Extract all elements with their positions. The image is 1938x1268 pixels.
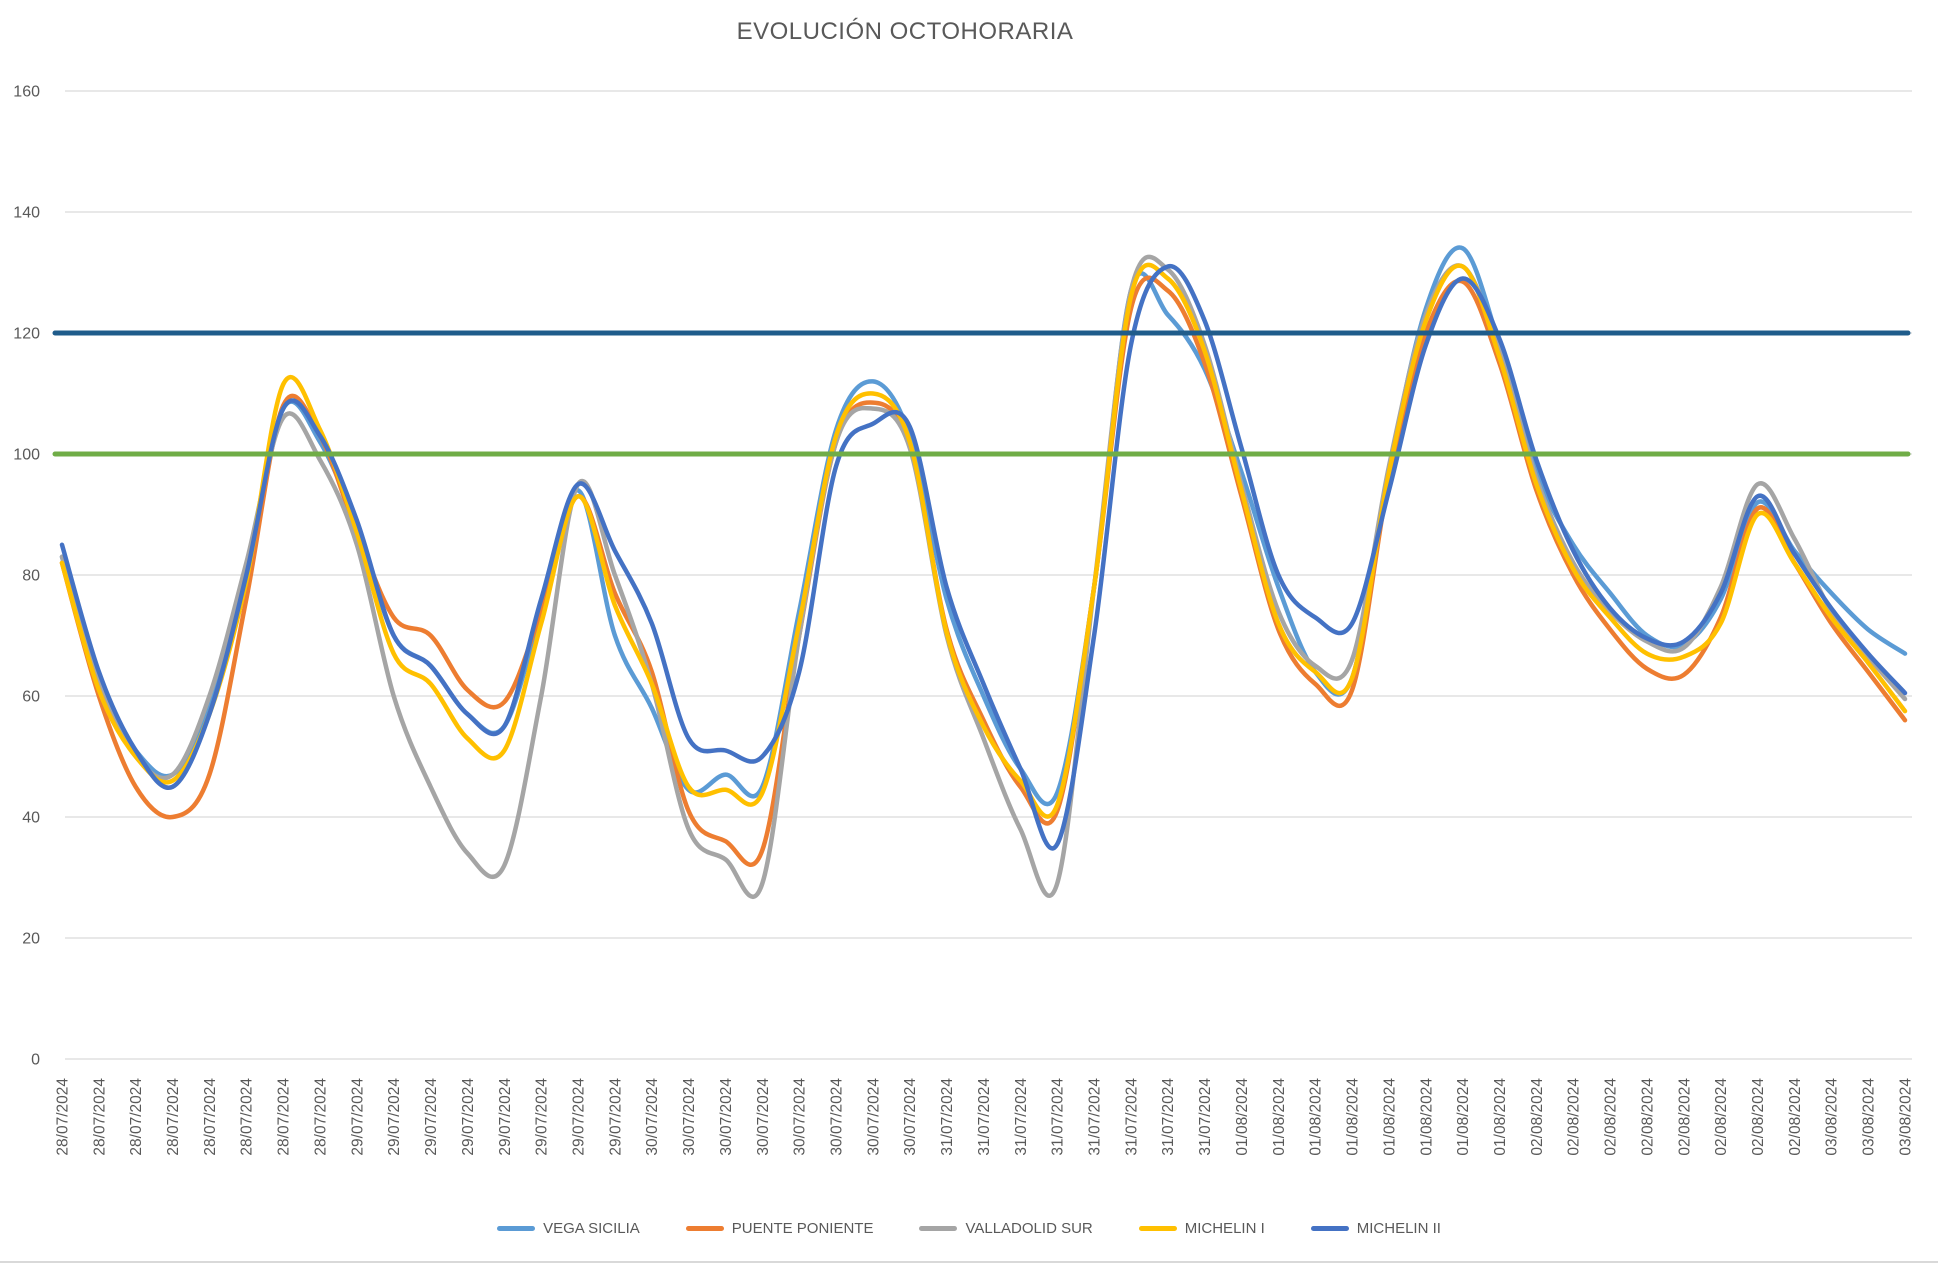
x-axis-tick-label: 29/07/2024 (460, 1078, 477, 1156)
y-axis-tick-label: 60 (22, 689, 40, 706)
x-axis-tick-label: 31/07/2024 (1087, 1078, 1104, 1156)
legend-label: PUENTE PONIENTE (731, 1220, 874, 1237)
x-axis-tick-label: 01/08/2024 (1418, 1078, 1435, 1156)
x-axis-tick-label: 28/07/2024 (202, 1078, 219, 1156)
x-axis-tick-label: 30/07/2024 (828, 1078, 845, 1156)
x-axis-tick-label: 29/07/2024 (349, 1078, 366, 1156)
x-axis-tick-label: 28/07/2024 (312, 1078, 329, 1156)
x-axis-tick-label: 29/07/2024 (534, 1078, 551, 1156)
x-axis-tick-label: 02/08/2024 (1713, 1078, 1730, 1156)
x-axis-tick-label: 03/08/2024 (1897, 1078, 1914, 1156)
x-axis-tick-label: 28/07/2024 (276, 1078, 293, 1156)
legend-line-swatch (1138, 1226, 1177, 1231)
x-axis-tick-label: 30/07/2024 (718, 1078, 735, 1156)
bottom-divider (0, 1261, 1938, 1263)
x-axis-tick-label: 28/07/2024 (239, 1078, 256, 1156)
y-axis-tick-label: 20 (22, 931, 40, 948)
x-axis-tick-label: 30/07/2024 (644, 1078, 661, 1156)
x-axis-tick-label: 02/08/2024 (1750, 1078, 1767, 1156)
x-axis-tick-label: 31/07/2024 (1013, 1078, 1030, 1156)
legend-line-swatch (497, 1226, 536, 1231)
chart-title: EVOLUCIÓN OCTOHORARIA (736, 18, 1074, 45)
x-axis-tick-label: 01/08/2024 (1455, 1078, 1472, 1156)
x-axis-tick-label: 30/07/2024 (865, 1078, 882, 1156)
x-axis-tick-label: 28/07/2024 (128, 1078, 145, 1156)
x-axis-tick-label: 03/08/2024 (1824, 1078, 1841, 1156)
x-axis-tick-label: 01/08/2024 (1381, 1078, 1398, 1156)
x-axis-tick-label: 01/08/2024 (1492, 1078, 1509, 1156)
x-axis-tick-label: 31/07/2024 (1123, 1078, 1140, 1156)
y-axis-tick-label: 40 (22, 810, 40, 827)
series-line-michelin-i (59, 262, 1908, 819)
x-axis-tick-label: 01/08/2024 (1271, 1078, 1288, 1156)
x-axis-tick-label: 01/08/2024 (1345, 1078, 1362, 1156)
x-axis-tick-label: 31/07/2024 (976, 1078, 993, 1156)
y-axis-tick-label: 160 (13, 84, 40, 101)
y-axis-tick-label: 120 (13, 326, 40, 343)
legend-label: VALLADOLID SUR (965, 1220, 1093, 1237)
x-axis-tick-label: 29/07/2024 (570, 1078, 587, 1156)
x-axis-tick-label: 03/08/2024 (1861, 1078, 1878, 1156)
legend-item-puente-poniente[interactable]: PUENTE PONIENTE (685, 1220, 874, 1237)
legend-line-swatch (1310, 1226, 1349, 1231)
legend-item-michelin-ii[interactable]: MICHELIN II (1310, 1220, 1441, 1237)
legend-label: MICHELIN II (1356, 1220, 1441, 1237)
x-axis-tick-label: 30/07/2024 (792, 1078, 809, 1156)
x-axis-tick-label: 02/08/2024 (1787, 1078, 1804, 1156)
y-axis-tick-label: 100 (13, 447, 40, 464)
x-axis-tick-label: 29/07/2024 (607, 1078, 624, 1156)
y-axis-tick-label: 140 (13, 205, 40, 222)
x-axis-tick-label: 29/07/2024 (386, 1078, 403, 1156)
x-axis-tick-label: 01/08/2024 (1308, 1078, 1325, 1156)
x-axis-tick-label: 31/07/2024 (939, 1078, 956, 1156)
legend-item-valladolid-sur[interactable]: VALLADOLID SUR (919, 1220, 1093, 1237)
legend-label: VEGA SICILIA (543, 1220, 640, 1237)
x-axis-tick-label: 02/08/2024 (1529, 1078, 1546, 1156)
series-line-puente-poniente (59, 275, 1908, 867)
x-axis-tick-label: 28/07/2024 (91, 1078, 108, 1156)
legend-item-vega-sicilia[interactable]: VEGA SICILIA (497, 1220, 640, 1237)
x-axis-tick-label: 29/07/2024 (423, 1078, 440, 1156)
x-axis-tick-label: 30/07/2024 (755, 1078, 772, 1156)
x-axis-tick-label: 28/07/2024 (54, 1078, 71, 1156)
x-axis-tick-label: 02/08/2024 (1639, 1078, 1656, 1156)
x-axis-tick-label: 02/08/2024 (1676, 1078, 1693, 1156)
legend-line-swatch (685, 1226, 724, 1231)
x-axis-tick-label: 30/07/2024 (902, 1078, 919, 1156)
chart-legend: VEGA SICILIA PUENTE PONIENTE VALLADOLID SU… (0, 1220, 1938, 1237)
x-axis-tick-label: 02/08/2024 (1566, 1078, 1583, 1156)
x-axis-tick-label: 28/07/2024 (165, 1078, 182, 1156)
series-line-valladolid-sur (59, 254, 1908, 899)
x-axis-tick-label: 01/08/2024 (1234, 1078, 1251, 1156)
y-axis-tick-label: 0 (31, 1052, 40, 1069)
x-axis-tick-label: 31/07/2024 (1160, 1078, 1177, 1156)
x-axis-tick-label: 31/07/2024 (1197, 1078, 1214, 1156)
legend-line-swatch (919, 1226, 958, 1231)
x-axis-tick-label: 02/08/2024 (1603, 1078, 1620, 1156)
legend-item-michelin-i[interactable]: MICHELIN I (1138, 1220, 1265, 1237)
x-axis-tick-label: 29/07/2024 (497, 1078, 514, 1156)
y-axis-tick-label: 80 (22, 568, 40, 585)
x-axis-tick-label: 30/07/2024 (681, 1078, 698, 1156)
series-line-michelin-ii (59, 264, 1908, 851)
legend-label: MICHELIN I (1184, 1220, 1265, 1237)
x-axis-tick-label: 31/07/2024 (1050, 1078, 1067, 1156)
